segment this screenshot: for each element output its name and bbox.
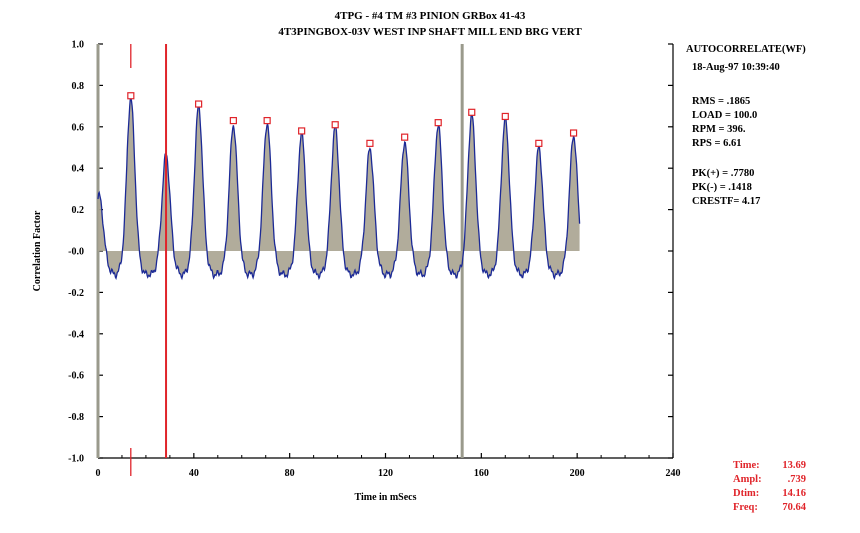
chart-subtitle: 4T3PINGBOX-03V WEST INP SHAFT MILL END B… [278,26,582,38]
x-tick-label: 240 [666,468,681,479]
peak-marker[interactable] [569,129,578,137]
peak-marker[interactable] [501,112,509,121]
y-tick-label: -0.2 [68,288,84,299]
y-tick-label: -0.6 [68,371,84,382]
cursor-ampl-label: Ampl: [733,474,762,485]
y-tick-label: 0.4 [72,164,85,175]
x-tick-label: 120 [378,468,393,479]
load-value: LOAD = 100.0 [692,110,758,121]
peak-marker[interactable] [127,92,135,100]
peak-marker[interactable] [298,127,306,135]
rps-value: RPS = 6.61 [692,138,742,149]
pk-minus-value: PK(-) = .1418 [692,182,752,193]
y-tick-label: -0.8 [68,412,84,423]
x-tick-label: 40 [189,468,199,479]
x-tick-label: 80 [285,468,295,479]
peak-marker[interactable] [263,116,271,125]
chart-title: 4TPG - #4 TM #3 PINION GRBox 41-43 [334,10,526,22]
y-tick-label: 1.0 [72,40,85,51]
y-axis-label: Correlation Factor [32,210,43,291]
x-tick-label: 0 [96,468,101,479]
cursor-time-label: Time: [733,460,760,471]
peak-marker[interactable] [229,116,237,125]
cursor-freq-label: Freq: [733,502,758,513]
cursor-dtim-label: Dtim: [733,488,760,499]
peak-marker[interactable] [331,121,339,129]
mode-label: AUTOCORRELATE(WF) [686,44,806,55]
cursor-time-value: 13.69 [782,460,806,471]
peak-marker[interactable] [468,108,476,116]
y-tick-label: -1.0 [68,454,84,465]
y-tick-label: 0.8 [72,81,85,92]
trace-fill [98,97,580,279]
cursor-freq-value: 70.64 [782,502,806,513]
rms-value: RMS = .1865 [692,96,751,107]
peak-marker[interactable] [535,139,543,147]
datetime-label: 18-Aug-97 10:39:40 [692,62,780,73]
crest-factor-value: CRESTF= 4.17 [692,196,761,207]
peak-marker[interactable] [434,119,442,127]
cursor-dtim-value: 14.16 [782,488,806,499]
peak-marker[interactable] [366,139,374,147]
y-tick-label: -0.4 [68,329,84,340]
x-axis-label: Time in mSecs [354,492,416,503]
autocorrelation-trace [97,95,581,281]
y-tick-label: 0.2 [72,205,85,216]
cursor-ampl-value: .739 [787,474,806,485]
peak-marker[interactable] [195,100,203,108]
x-tick-label: 160 [474,468,489,479]
pk-plus-value: PK(+) = .7780 [692,168,755,179]
y-tick-label: 0.6 [72,122,85,133]
y-tick-label: -0.0 [68,247,84,258]
peak-marker[interactable] [401,133,409,141]
rpm-value: RPM = 396. [692,124,746,135]
x-tick-label: 200 [570,468,585,479]
